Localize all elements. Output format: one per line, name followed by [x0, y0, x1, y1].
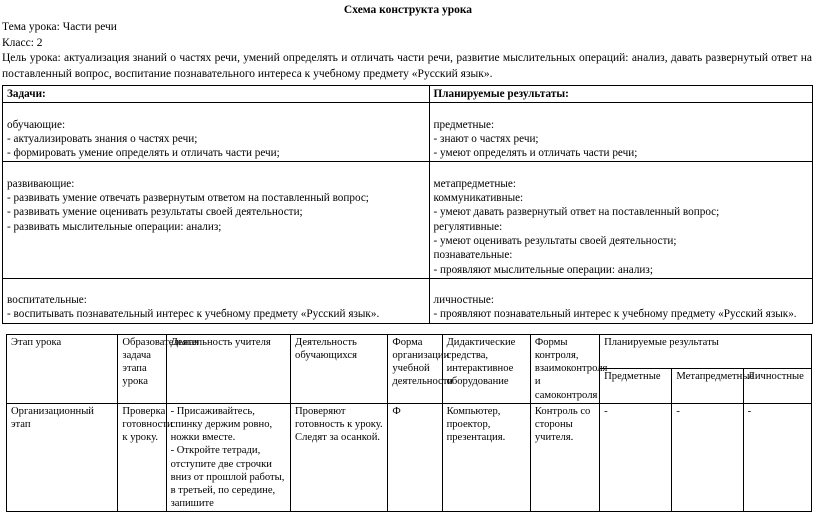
- objectives-header-results: Планируемые результаты:: [428, 84, 814, 104]
- page-title: Схема конструкта урока: [343, 4, 473, 16]
- meta-goal-label: Цель урока:: [2, 52, 65, 64]
- objectives-row-developing: развивающие: - развивать умение отвечать…: [2, 161, 814, 279]
- lesson-meta: Тема урока: Части речи Класс: 2 Цель уро…: [0, 20, 816, 82]
- stage-name-cell: Организационный этап: [5, 402, 119, 512]
- objectives-row-upbringing: воспитательные: - воспитывать познавател…: [2, 277, 814, 324]
- stages-table: Этап урока Образовательная задача этапа …: [5, 333, 813, 512]
- stages-header-stage: Этап урока: [5, 333, 119, 404]
- stages-header-control: Формы контроля, взаимоконтроля и самокон…: [529, 333, 607, 404]
- meta-goal-value: актуализация знаний о частях речи, умени…: [2, 52, 812, 80]
- objectives-table: Задачи: Планируемые результаты: обучающи…: [2, 84, 814, 324]
- stages-header-didactic: Дидактические средства, интерактивное об…: [441, 333, 531, 404]
- stages-header-planned-results: Планируемые результаты: [599, 333, 812, 370]
- stage-subject-cell: -: [599, 402, 673, 512]
- stage-form-cell: Ф: [387, 402, 443, 512]
- meta-goal: Цель урока: актуализация знаний о частях…: [0, 51, 816, 82]
- meta-class: Класс: 2: [0, 36, 816, 52]
- stages-header-row-1: Этап урока Образовательная задача этапа …: [5, 333, 812, 404]
- objectives-header-row: Задачи: Планируемые результаты:: [2, 84, 814, 104]
- stage-personal-cell: -: [742, 402, 813, 512]
- stage-didactic-cell: Компьютер, проектор, презентация.: [441, 402, 531, 512]
- meta-topic-label: Тема урока:: [2, 21, 63, 33]
- stage-task-cell: Проверка готовности к уроку.: [117, 402, 173, 512]
- stage-control-cell: Контроль со стороны учителя.: [529, 402, 601, 512]
- stages-header-pupil: Деятельность обучающихся: [290, 333, 389, 404]
- stages-header-metasubject: Метапредметные: [671, 368, 754, 404]
- stages-header-task: Образовательная задача этапа урока: [117, 333, 199, 404]
- stage-teacher-cell: - Присаживайтесь, спинку держим ровно, н…: [165, 402, 292, 512]
- stage-pupil-cell: Проверяют готовность к уроку. Следят за о…: [290, 402, 389, 512]
- meta-class-value: 2: [36, 36, 43, 49]
- tasks-upbringing-cell: воспитательные: - воспитывать познавател…: [2, 277, 430, 324]
- results-personal-cell: личностные: - проявляют познавательный и…: [428, 277, 814, 324]
- stages-header-personal: Личностные: [742, 368, 813, 404]
- stages-header-teacher: Деятельность учителя: [165, 333, 292, 404]
- stage-metasubject-cell: -: [671, 402, 744, 512]
- tasks-developing-cell: развивающие: - развивать умение отвечать…: [2, 161, 430, 279]
- results-subject-cell: предметные: - знают о частях речи; - уме…: [428, 102, 814, 163]
- document-page: Схема конструкта урока Тема урока: Части…: [0, 3, 816, 512]
- meta-topic-value: Части речи: [62, 21, 117, 33]
- stages-header-subject: Предметные: [599, 368, 673, 404]
- table-row: Организационный этап Проверка готовности…: [5, 402, 813, 512]
- objectives-header-tasks: Задачи:: [2, 84, 430, 104]
- meta-class-label: Класс:: [2, 36, 37, 49]
- meta-topic: Тема урока: Части речи: [0, 20, 816, 36]
- tasks-teaching-cell: обучающие: - актуализировать знания о ча…: [2, 102, 430, 163]
- objectives-row-teaching: обучающие: - актуализировать знания о ча…: [2, 102, 814, 163]
- results-metasubject-cell: метапредметные: коммуникативные: - умеют…: [428, 161, 814, 279]
- stages-header-form: Форма организации учебной деятельности: [387, 333, 453, 404]
